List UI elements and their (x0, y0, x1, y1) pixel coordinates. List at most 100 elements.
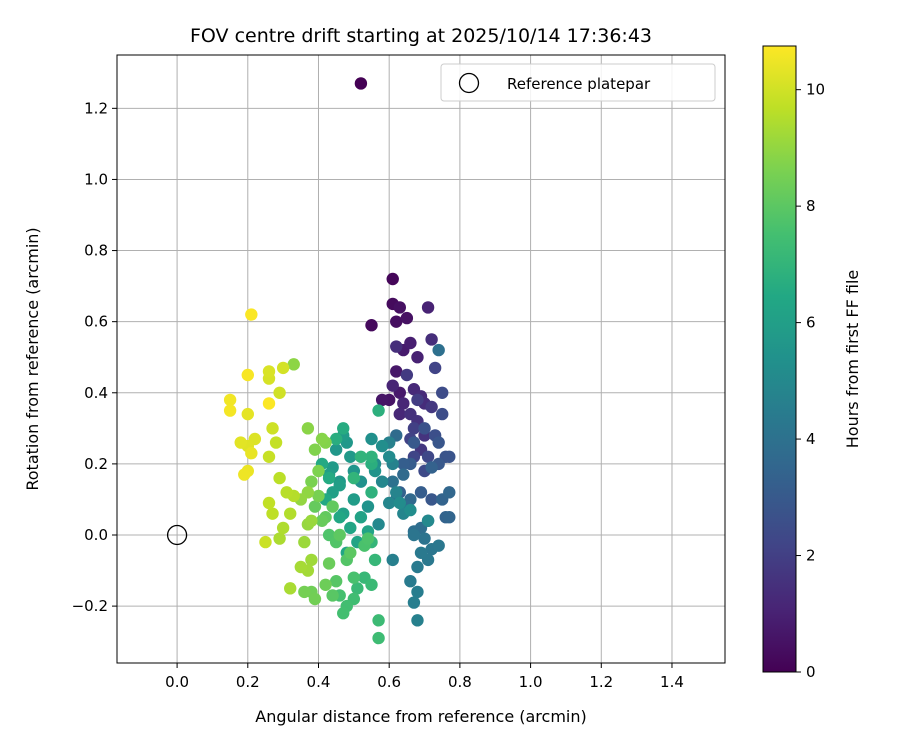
scatter-point (266, 422, 279, 435)
scatter-point (421, 301, 435, 314)
scatter-point (372, 631, 385, 645)
scatter-point (372, 518, 385, 531)
scatter-point (259, 535, 272, 549)
scatter-point (344, 450, 357, 463)
scatter-point (298, 585, 311, 599)
scatter-point (298, 535, 311, 549)
grid (117, 55, 725, 663)
y-tick-label: −0.2 (72, 597, 108, 615)
scatter-point (241, 407, 254, 421)
scatter-point (414, 486, 428, 499)
colorbar-title: Hours from first FF file (843, 270, 862, 449)
scatter-point (326, 500, 339, 513)
scatter-point (301, 422, 315, 435)
chart-title: FOV centre drift starting at 2025/10/14 … (190, 25, 652, 47)
scatter-point (375, 393, 389, 407)
scatter-point (273, 471, 286, 485)
scatter-point (443, 486, 456, 499)
colorbar-tick-label: 0 (806, 663, 816, 681)
scatter-point (365, 319, 378, 332)
scatter-point (393, 496, 406, 510)
scatter-point (404, 503, 417, 517)
scatter-point (425, 493, 438, 506)
scatter-point (308, 592, 322, 606)
scatter-point (354, 511, 368, 524)
scatter-point (347, 471, 361, 485)
y-axis-title: Rotation from reference (arcmin) (23, 227, 42, 490)
scatter-point (238, 468, 251, 481)
colorbar-tick-label: 6 (806, 314, 816, 332)
scatter-point (337, 607, 350, 620)
scatter-point (436, 407, 449, 421)
scatter-point (382, 496, 396, 510)
scatter-point (411, 614, 424, 627)
x-tick-label: 0.2 (236, 673, 260, 691)
scatter-point (305, 553, 318, 567)
legend-open-circle-marker (458, 72, 480, 94)
scatter-point (280, 486, 293, 499)
scatter-point (443, 511, 456, 524)
y-tick-label: 0.2 (84, 455, 108, 473)
scatter-point (365, 432, 378, 446)
x-tick-label: 1.0 (519, 673, 543, 691)
scatter-point (421, 450, 435, 463)
legend: Reference platepar (440, 63, 716, 102)
scatter-point (326, 589, 339, 602)
scatter-point (287, 358, 300, 371)
scatter-point (432, 436, 445, 449)
scatter-point (245, 447, 258, 460)
scatter-point (329, 432, 343, 446)
scatter-point (372, 614, 385, 627)
data-points (223, 77, 456, 645)
scatter-point (223, 404, 237, 417)
scatter-point (418, 422, 431, 435)
x-axis-title: Angular distance from reference (arcmin) (255, 707, 586, 726)
scatter-point (308, 443, 322, 456)
scatter-point (361, 500, 375, 513)
scatter-point (432, 343, 445, 357)
scatter-point (393, 301, 406, 314)
scatter-point (421, 514, 435, 527)
scatter-point (425, 461, 438, 474)
scatter-point (347, 493, 361, 506)
scatter-point (333, 511, 346, 524)
scatter-point (382, 450, 396, 463)
scatter-point (386, 379, 399, 392)
scatter-point (305, 475, 318, 488)
scatter-point (329, 575, 343, 588)
scatter-point (276, 521, 290, 535)
scatter-point (273, 532, 286, 545)
y-tick-label: 0.0 (84, 526, 108, 544)
scatter-point (269, 436, 283, 449)
scatter-point (407, 436, 421, 449)
scatter-point (315, 432, 329, 446)
colorbar-ticks: 0 2 4 6 8 10 (796, 81, 825, 681)
scatter-point (425, 333, 438, 346)
scatter-point (347, 571, 361, 584)
scatter-point (397, 468, 410, 481)
scatter-point (294, 560, 308, 574)
x-axis-ticks: 0.0 0.2 0.4 0.6 0.8 1.0 1.2 1.4 (165, 663, 684, 691)
y-tick-label: 1.2 (84, 99, 108, 117)
x-tick-label: 1.2 (589, 673, 613, 691)
scatter-point (284, 582, 297, 595)
scatter-point (266, 507, 279, 520)
scatter-point (407, 596, 421, 609)
scatter-point (329, 443, 343, 456)
scatter-point (443, 450, 456, 463)
scatter-point (305, 514, 318, 527)
scatter-point (344, 521, 357, 535)
scatter-point (354, 77, 368, 90)
colorbar (762, 45, 797, 673)
scatter-point (386, 475, 399, 488)
scatter-point (234, 436, 247, 449)
scatter-point (404, 336, 417, 350)
scatter-point (375, 439, 389, 453)
scatter-point (436, 386, 449, 399)
scatter-point (386, 272, 399, 286)
legend-box (440, 63, 716, 102)
scatter-point (428, 361, 442, 375)
scatter-point (425, 400, 438, 414)
scatter-point (284, 507, 297, 520)
y-tick-label: 1.0 (84, 170, 108, 188)
